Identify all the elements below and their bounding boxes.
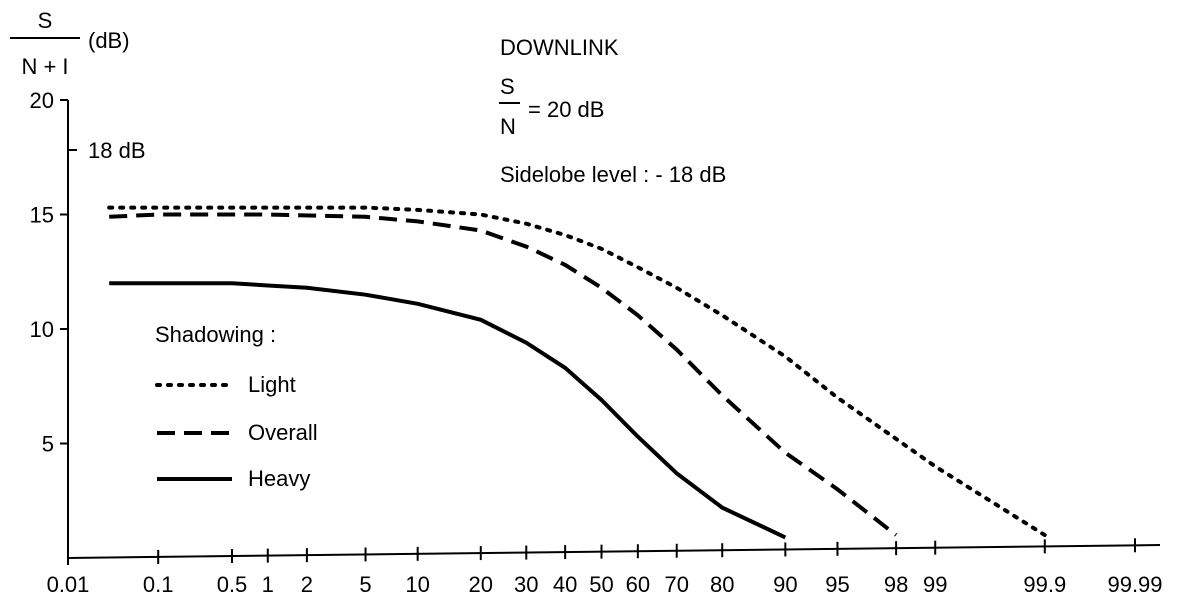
x-axis-line [67, 544, 1161, 559]
sn-numerator: S [500, 74, 515, 99]
x-tick-label: 99 [923, 572, 947, 597]
sidelobe-annotation: Sidelobe level : - 18 dB [500, 162, 726, 187]
series-line-heavy [109, 281, 787, 540]
legend-label-overall: Overall [248, 420, 318, 445]
x-tick-label: 5 [359, 572, 371, 597]
x-tick-label: 80 [710, 572, 734, 597]
x-tick-label: 1 [262, 572, 274, 597]
x-tick-label: 98 [884, 572, 908, 597]
x-ticks: 0.01 0.1 0.5 1 2 5 10 20 30 40 50 60 70 80 90 95 98 99 99.… [47, 538, 1163, 597]
x-tick-label: 20 [469, 572, 493, 597]
annotation-block: DOWNLINK S N = 20 dB Sidelobe level : - … [499, 35, 726, 187]
x-tick-label: 99.9 [1023, 572, 1066, 597]
x-tick-label: 99.99 [1107, 572, 1162, 597]
x-tick-label: 50 [589, 572, 613, 597]
y-annotation-18db: 18 dB [68, 138, 146, 163]
legend: Shadowing : Light Overall Heavy [155, 322, 318, 491]
sn-value: = 20 dB [528, 97, 604, 122]
y-tick-label: 20 [30, 88, 54, 113]
x-tick-label: 60 [626, 572, 650, 597]
x-tick-label: 95 [825, 572, 849, 597]
x-tick-label: 40 [553, 572, 577, 597]
legend-label-heavy: Heavy [248, 466, 310, 491]
sn-denominator: N [500, 114, 516, 139]
x-tick-label: 0.1 [143, 572, 174, 597]
x-tick-label: 30 [514, 572, 538, 597]
x-tick-label: 0.01 [47, 572, 90, 597]
series-layer [107, 205, 1047, 540]
y-annotation-label: 18 dB [88, 138, 146, 163]
x-tick-label: 70 [664, 572, 688, 597]
y-tick-label: 10 [30, 317, 54, 342]
y-tick-label: 5 [42, 432, 54, 457]
series-line-light [107, 205, 1047, 538]
x-tick-label: 10 [405, 572, 429, 597]
y-tick-label: 15 [30, 203, 54, 228]
y-ticks: 5 10 15 20 [30, 88, 68, 457]
x-tick-label: 2 [301, 572, 313, 597]
x-tick-label: 90 [773, 572, 797, 597]
legend-label-light: Light [248, 372, 296, 397]
series-line-overall [109, 212, 898, 537]
legend-title: Shadowing : [155, 322, 276, 347]
y-label-denominator: N + I [21, 54, 68, 79]
y-label-unit: (dB) [88, 28, 130, 53]
y-axis-label: S N + I (dB) [10, 8, 130, 79]
legend-items: Light Overall Heavy [155, 372, 318, 491]
x-tick-label: 0.5 [217, 572, 248, 597]
y-label-numerator: S [38, 8, 53, 33]
chart-title: DOWNLINK [500, 35, 619, 60]
